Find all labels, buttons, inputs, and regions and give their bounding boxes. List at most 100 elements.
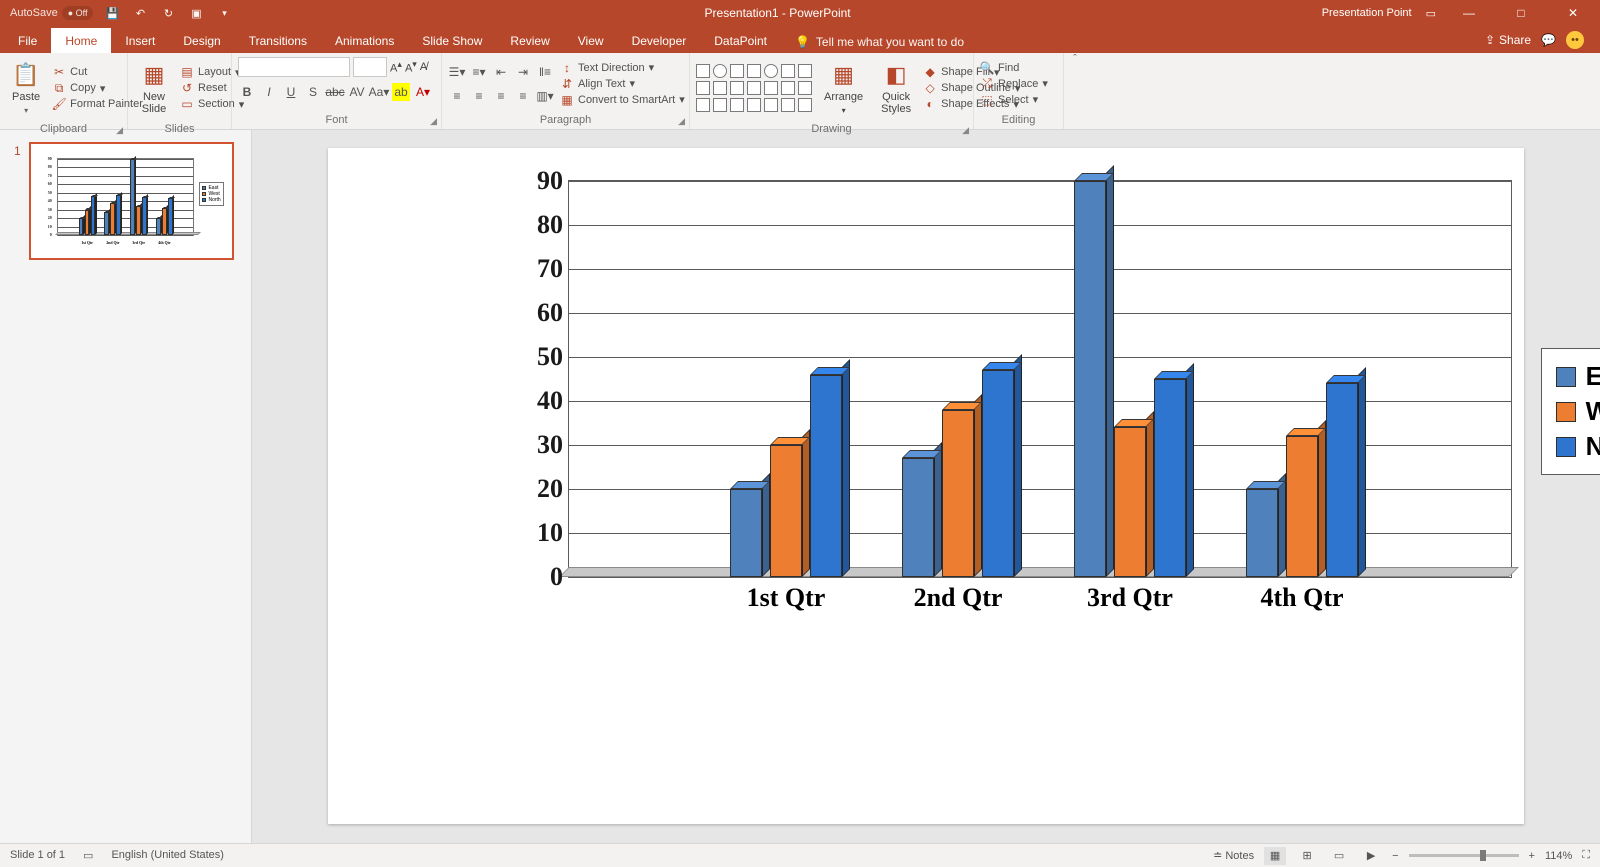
clear-formatting-icon[interactable]: A̸ [420, 61, 427, 73]
paste-icon: 📋 [12, 61, 40, 89]
notes-button[interactable]: ≐ Notes [1213, 849, 1254, 862]
slide-count-label[interactable]: Slide 1 of 1 [10, 849, 65, 862]
underline-button[interactable]: U [282, 83, 300, 101]
zoom-slider[interactable] [1409, 854, 1519, 857]
align-text-button[interactable]: ⇵Align Text ▾ [560, 77, 685, 91]
slide-sorter-view-button[interactable]: ⊞ [1296, 847, 1318, 865]
strikethrough-button[interactable]: abc [326, 83, 344, 101]
start-from-beginning-icon[interactable]: ▣ [187, 7, 205, 20]
zoom-in-button[interactable]: + [1529, 850, 1535, 862]
increase-indent-button[interactable]: ⇥ [514, 63, 532, 81]
change-case-button[interactable]: Aa▾ [370, 83, 388, 101]
new-slide-button[interactable]: ▦ New Slide [134, 57, 174, 119]
feedback-smiley-icon[interactable]: •• [1566, 31, 1584, 49]
tab-review[interactable]: Review [496, 28, 563, 53]
align-center-button[interactable]: ≡ [470, 87, 488, 105]
slide-canvas[interactable]: 01020304050607080901st Qtr2nd Qtr3rd Qtr… [328, 148, 1524, 824]
slide-editor[interactable]: 01020304050607080901st Qtr2nd Qtr3rd Qtr… [252, 130, 1600, 843]
group-editing-label: Editing [1002, 114, 1036, 126]
zoom-out-button[interactable]: − [1392, 850, 1398, 862]
font-dialog-launcher[interactable]: ◢ [430, 116, 437, 127]
group-clipboard: 📋 Paste ▾ ✂Cut ⧉Copy ▾ 🖌Format Painter C… [0, 53, 128, 129]
paste-button[interactable]: 📋 Paste ▾ [6, 57, 46, 119]
text-direction-button[interactable]: ↕Text Direction ▾ [560, 61, 685, 75]
clipboard-dialog-launcher[interactable]: ◢ [116, 125, 123, 136]
decrease-indent-button[interactable]: ⇤ [492, 63, 510, 81]
new-slide-icon: ▦ [140, 61, 168, 89]
legend-item: West [1556, 394, 1600, 429]
y-tick-label: 10 [537, 518, 569, 548]
shapes-gallery[interactable] [696, 64, 812, 112]
drawing-dialog-launcher[interactable]: ◢ [962, 125, 969, 136]
zoom-level-label[interactable]: 114% [1545, 850, 1572, 862]
slideshow-view-button[interactable]: ▶ [1360, 847, 1382, 865]
columns-button[interactable]: ▥▾ [536, 87, 554, 105]
tab-design[interactable]: Design [169, 28, 234, 53]
comments-icon[interactable]: 💬 [1541, 33, 1556, 47]
y-tick-label: 70 [48, 174, 58, 178]
increase-font-icon[interactable]: A▴ [390, 59, 402, 75]
tab-file[interactable]: File [0, 28, 51, 53]
group-drawing: ▦ Arrange ▾ ◧ Quick Styles ◆Shape Fill ▾… [690, 53, 974, 129]
y-tick-label: 60 [48, 182, 58, 186]
arrange-button[interactable]: ▦ Arrange ▾ [818, 57, 869, 119]
spellcheck-icon[interactable]: ▭ [83, 849, 93, 862]
redo-icon[interactable]: ↻ [159, 7, 177, 20]
decrease-font-icon[interactable]: A▾ [405, 59, 417, 75]
find-button[interactable]: 🔍Find [980, 61, 1048, 75]
justify-button[interactable]: ≡ [514, 87, 532, 105]
tab-transitions[interactable]: Transitions [235, 28, 321, 53]
tab-datapoint[interactable]: DataPoint [700, 28, 781, 53]
align-text-icon: ⇵ [560, 77, 574, 91]
numbering-button[interactable]: ≡▾ [470, 63, 488, 81]
reading-view-button[interactable]: ▭ [1328, 847, 1350, 865]
close-button[interactable]: ✕ [1554, 0, 1592, 26]
bar [810, 375, 842, 577]
font-color-button[interactable]: A▾ [414, 83, 432, 101]
chart-legend: EastWestNorth [1541, 348, 1600, 475]
collapse-ribbon-button[interactable]: ˆ [1064, 53, 1086, 129]
share-button[interactable]: ⇪ Share [1485, 33, 1531, 47]
replace-button[interactable]: ⤮Replace ▾ [980, 77, 1048, 91]
tab-insert[interactable]: Insert [111, 28, 169, 53]
paragraph-dialog-launcher[interactable]: ◢ [678, 116, 685, 127]
tab-animations[interactable]: Animations [321, 28, 408, 53]
font-size-input[interactable] [353, 57, 387, 77]
shadow-button[interactable]: S [304, 83, 322, 101]
convert-smartart-button[interactable]: ▦Convert to SmartArt ▾ [560, 93, 685, 107]
display-settings-icon[interactable]: ▭ [1426, 7, 1436, 20]
bullets-button[interactable]: ☰▾ [448, 63, 466, 81]
bar [902, 458, 934, 577]
align-left-button[interactable]: ≡ [448, 87, 466, 105]
highlight-button[interactable]: ab [392, 83, 410, 101]
minimize-button[interactable]: — [1450, 0, 1488, 26]
presentation-point-label[interactable]: Presentation Point [1322, 7, 1412, 19]
share-icon: ⇪ [1485, 33, 1495, 47]
select-button[interactable]: ⬚Select ▾ [980, 93, 1048, 107]
slide-thumbnail-1[interactable]: 01020304050607080901st Qtr2nd Qtr3rd Qtr… [29, 142, 234, 260]
line-spacing-button[interactable]: ‖≡ [536, 63, 554, 81]
tab-developer[interactable]: Developer [618, 28, 701, 53]
find-icon: 🔍 [980, 61, 994, 75]
qat-customize-icon[interactable]: ▾ [215, 8, 233, 19]
font-name-input[interactable] [238, 57, 350, 77]
tab-home[interactable]: Home [51, 28, 111, 53]
tab-slideshow[interactable]: Slide Show [408, 28, 496, 53]
fit-to-window-button[interactable]: ⛶ [1582, 849, 1590, 862]
tell-me-search[interactable]: 💡 Tell me what you want to do [781, 35, 978, 53]
italic-button[interactable]: I [260, 83, 278, 101]
group-paragraph-label: Paragraph [540, 114, 591, 126]
language-label[interactable]: English (United States) [111, 849, 224, 862]
undo-icon[interactable]: ↶ [131, 7, 149, 20]
save-icon[interactable]: 💾 [103, 7, 121, 20]
quick-styles-button[interactable]: ◧ Quick Styles [875, 57, 917, 119]
chart[interactable]: 01020304050607080901st Qtr2nd Qtr3rd Qtr… [528, 180, 1512, 606]
autosave-toggle[interactable]: AutoSave ● Off [10, 6, 93, 20]
normal-view-button[interactable]: ▦ [1264, 847, 1286, 865]
character-spacing-button[interactable]: AV [348, 83, 366, 101]
bold-button[interactable]: B [238, 83, 256, 101]
tab-view[interactable]: View [564, 28, 618, 53]
maximize-button[interactable]: □ [1502, 0, 1540, 26]
tell-me-placeholder: Tell me what you want to do [816, 35, 964, 49]
align-right-button[interactable]: ≡ [492, 87, 510, 105]
